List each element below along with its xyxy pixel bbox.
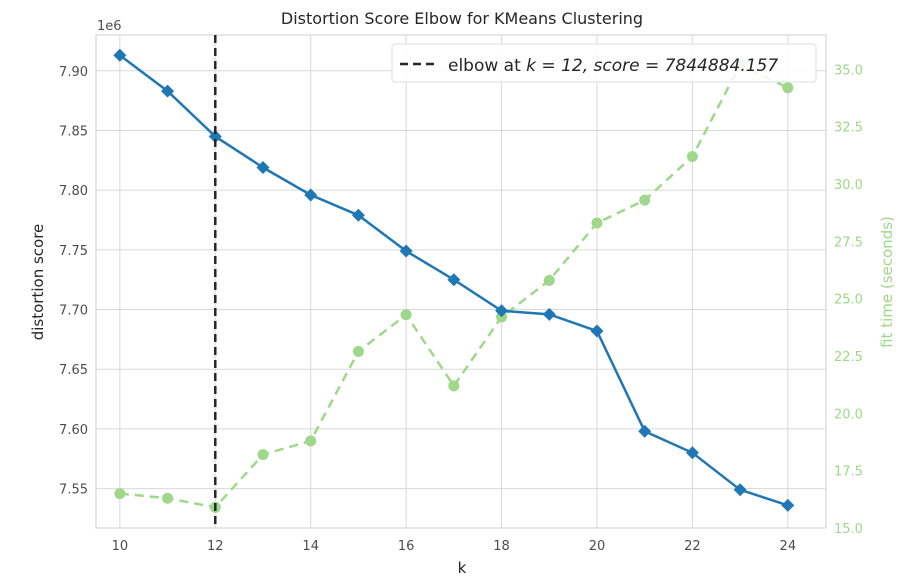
y2-tick-label: 20.0: [834, 407, 863, 422]
fit-time-point: [686, 151, 698, 163]
y2-tick-label: 22.5: [834, 350, 863, 365]
right-axis-ticks: 15.0 17.5 20.0 22.5 25.0 27.5 30.0 32.5 35.0: [834, 63, 863, 537]
legend-elbow-label: elbow at k = 12, score = 7844884.157: [448, 56, 778, 76]
plot-area: [95, 34, 827, 529]
y2-tick-label: 32.5: [834, 121, 863, 136]
chart-title: Distortion Score Elbow for KMeans Cluste…: [281, 9, 643, 28]
y2-tick-label: 35.0: [834, 63, 863, 78]
distortion-point: [447, 273, 461, 287]
distortion-point: [399, 244, 413, 258]
x-tick-label: 16: [398, 539, 415, 554]
fit-time-point: [591, 217, 603, 229]
legend-elbow-value: k = 12, score = 7844884.157: [526, 56, 778, 76]
left-axis-ticks: 7.55 7.60 7.65 7.70 7.75 7.80 7.85 7.90: [59, 65, 88, 498]
distortion-point: [113, 48, 127, 62]
distortion-point: [304, 188, 318, 202]
x-tick-label: 12: [207, 539, 224, 554]
fit-time-point: [352, 345, 364, 357]
fit-time-point: [448, 380, 460, 392]
fit-time-point: [257, 449, 269, 461]
legend-elbow-prefix: elbow at: [448, 56, 526, 76]
y-tick-label: 7.60: [59, 423, 88, 438]
fit-time-point: [114, 488, 126, 500]
y-tick-label: 7.55: [59, 483, 88, 498]
x-axis-label: k: [458, 559, 467, 577]
distortion-point: [256, 161, 270, 175]
y2-tick-label: 25.0: [834, 293, 863, 308]
y2-axis-label: fit time (seconds): [878, 216, 896, 348]
distortion-point: [590, 324, 604, 338]
x-tick-label: 20: [589, 539, 606, 554]
y-tick-label: 7.90: [59, 65, 88, 80]
legend-box: [391, 43, 817, 83]
y-tick-label: 7.70: [59, 304, 88, 319]
x-tick-label: 14: [302, 539, 319, 554]
fit-time-point: [639, 194, 651, 206]
distortion-point: [638, 424, 652, 438]
x-tick-label: 18: [493, 539, 510, 554]
legend: elbow at k = 12, score = 7844884.157: [391, 43, 817, 83]
distortion-point: [542, 307, 556, 321]
y-tick-label: 7.80: [59, 184, 88, 199]
y2-tick-label: 17.5: [834, 465, 863, 480]
fit-time-point: [162, 492, 174, 504]
x-axis-ticks: 10 12 14 16 18 20 22 24: [112, 539, 797, 554]
y2-tick-label: 27.5: [834, 235, 863, 250]
fit-time-point: [400, 309, 412, 321]
y2-tick-label: 15.0: [834, 522, 863, 537]
fit-time-point: [543, 274, 555, 286]
distortion-point: [733, 483, 747, 497]
distortion-point: [351, 208, 365, 222]
x-tick-label: 22: [684, 539, 701, 554]
y2-tick-label: 30.0: [834, 178, 863, 193]
fit-time-point: [782, 82, 794, 94]
fit-time-point: [305, 435, 317, 447]
y-tick-label: 7.85: [59, 124, 88, 139]
fit-time-line: [119, 63, 789, 509]
distortion-series: [113, 48, 795, 512]
y-tick-label: 7.75: [59, 244, 88, 259]
distortion-point: [208, 129, 222, 143]
distortion-point: [495, 304, 509, 318]
x-tick-label: 24: [780, 539, 797, 554]
distortion-point: [781, 498, 795, 512]
distortion-point: [685, 446, 699, 460]
grid-lines: [96, 35, 826, 528]
x-tick-label: 10: [112, 539, 129, 554]
y-offset-label: 1e6: [97, 19, 122, 34]
y-axis-label: distortion score: [29, 224, 47, 341]
y-tick-label: 7.65: [59, 363, 88, 378]
distortion-point: [161, 84, 175, 98]
